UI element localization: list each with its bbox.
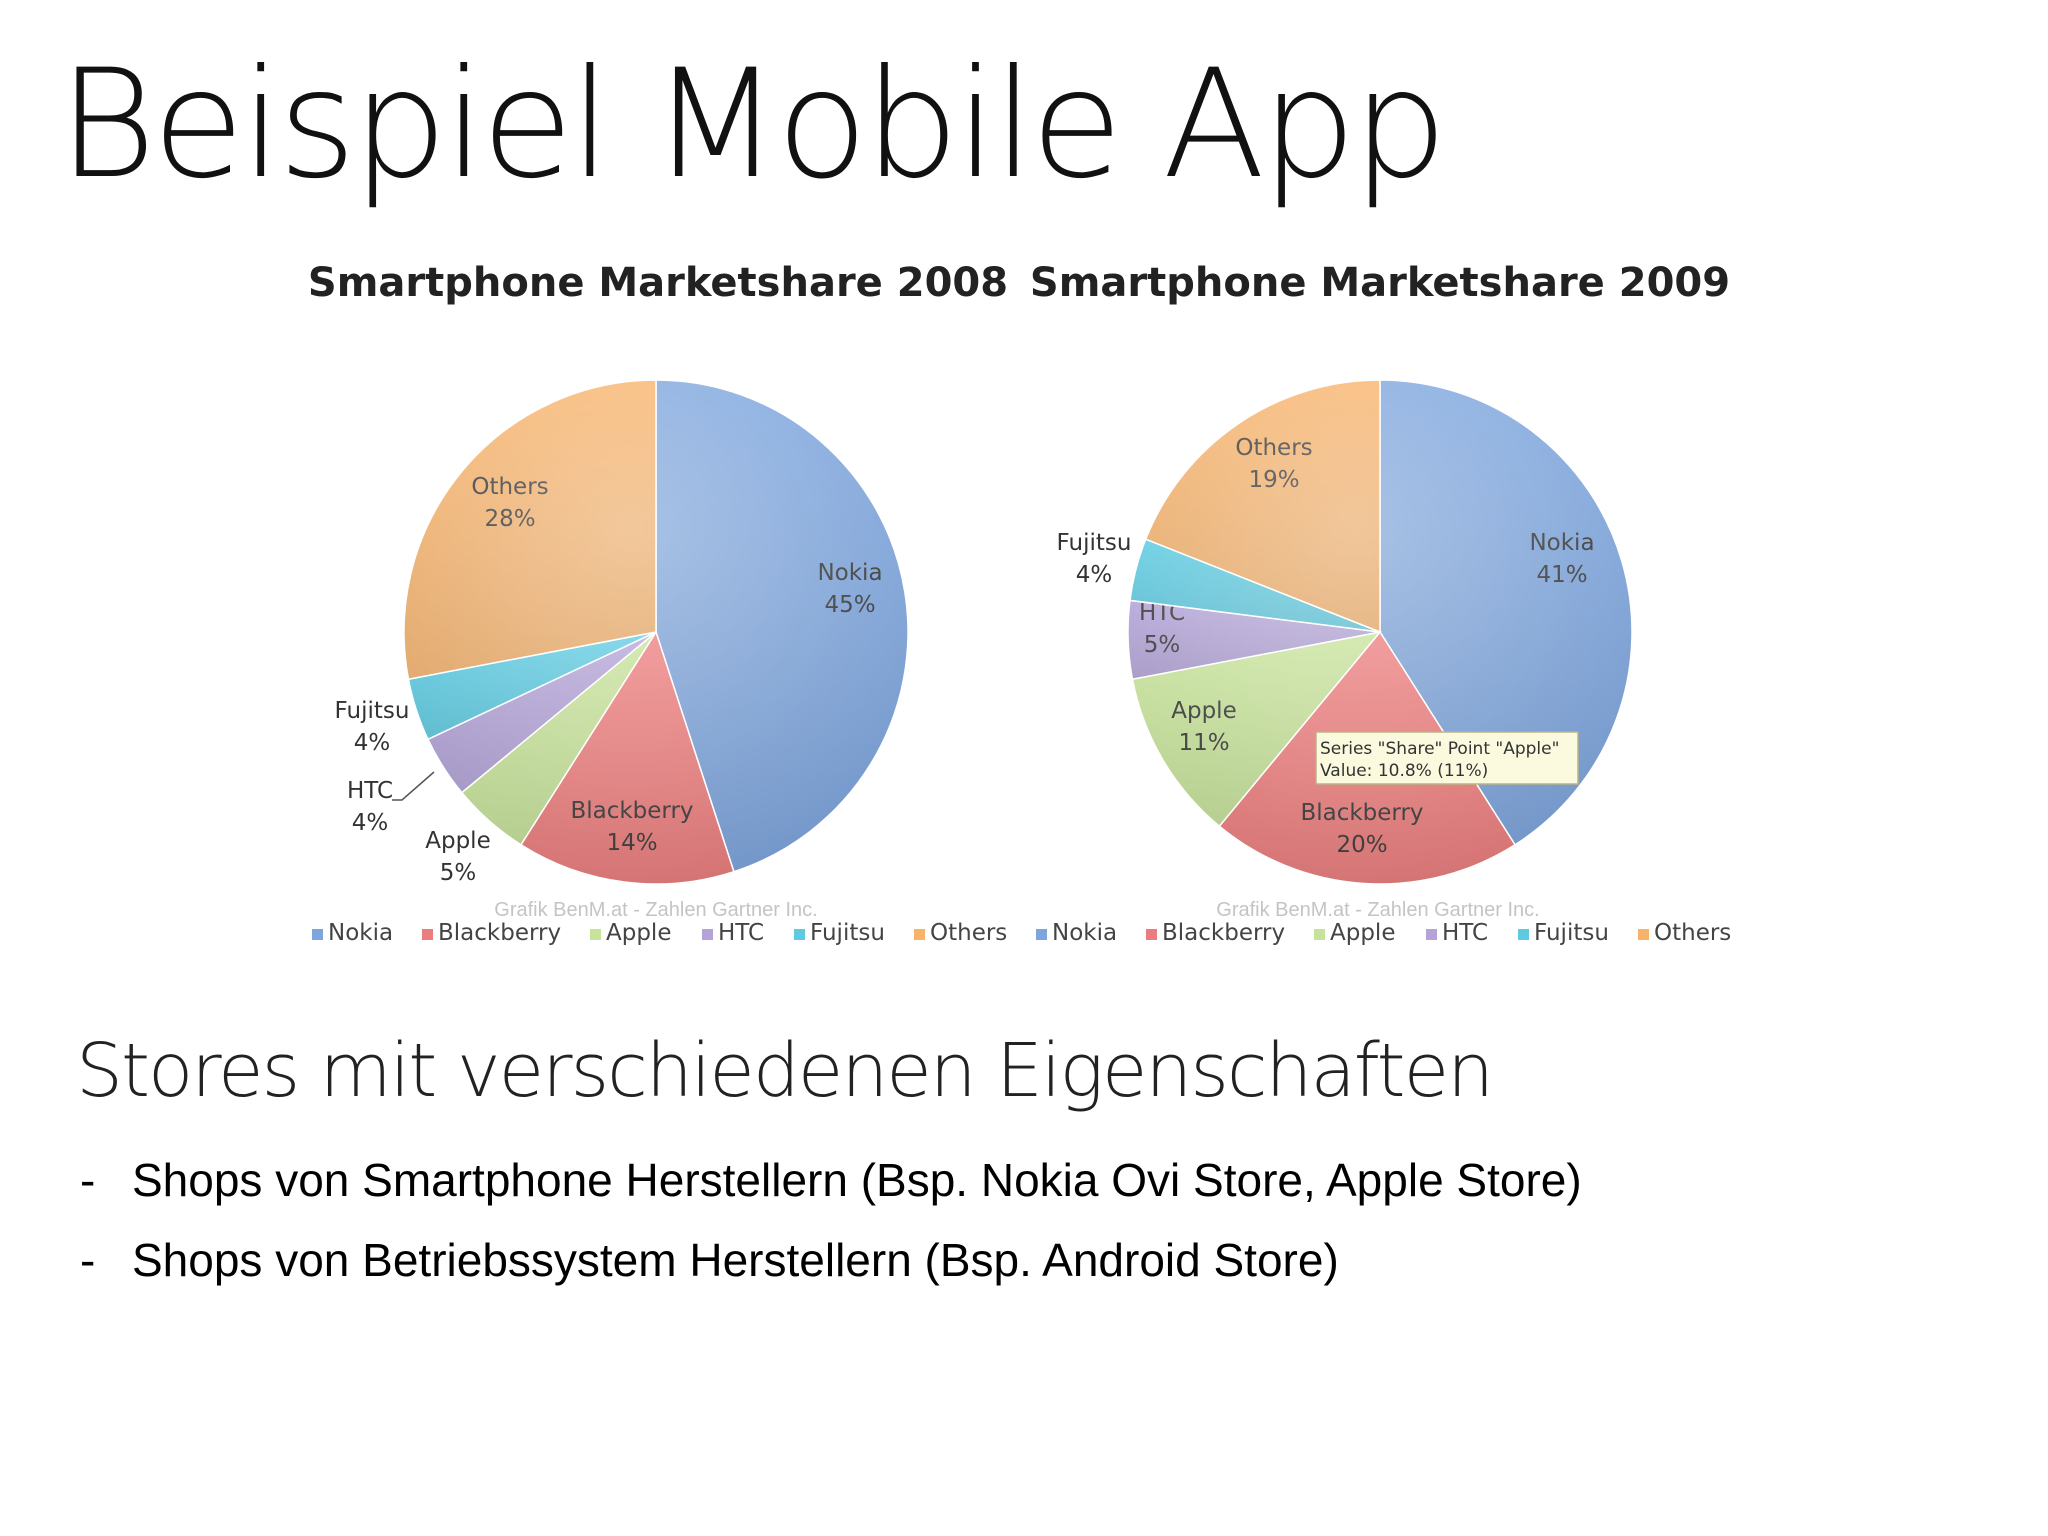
slice-label-fujitsu: Fujitsu — [1057, 530, 1132, 556]
chart-2008-source: Grafik BenM.at - Zahlen Gartner Inc. — [494, 899, 817, 921]
slice-label-others: Others — [1235, 435, 1312, 461]
chart-2009-pie: Nokia41%Blackberry20%Apple11%HTC5%Fujits… — [1057, 379, 1633, 885]
tooltip-line-1: Series "Share" Point "Apple" — [1320, 739, 1559, 759]
tooltip-line-2: Value: 10.8% (11%) — [1320, 761, 1488, 781]
legend-swatch-others — [1638, 929, 1649, 940]
slice-value-others: 28% — [484, 506, 535, 532]
slice-value-blackberry: 20% — [1336, 832, 1387, 858]
subheading: Stores mit verschiedenen Eigenschaften — [76, 1028, 1494, 1114]
slice-label-blackberry: Blackberry — [570, 798, 693, 824]
legend-swatch-blackberry — [1146, 929, 1157, 940]
legend-swatch-apple — [590, 929, 601, 940]
legend-swatch-nokia — [1036, 929, 1047, 940]
charts-area: Smartphone Marketshare 2008 Nokia 45% Blac… — [308, 260, 1731, 946]
bullet-list: - Shops von Smartphone Herstellern (Bsp.… — [80, 1140, 1582, 1300]
slide-title: Beispiel Mobile App — [58, 38, 1448, 212]
legend-label-apple: Apple — [1330, 920, 1395, 946]
chart-2008-legend: Nokia Blackberry Apple HTC Fujitsu Others — [312, 920, 1007, 946]
legend-label-nokia: Nokia — [1052, 920, 1117, 946]
legend-swatch-fujitsu — [794, 929, 805, 940]
slice-label-nokia: Nokia — [817, 560, 882, 586]
chart-2009: Smartphone Marketshare 2009 Nokia 41% Blac… — [1030, 260, 1731, 946]
slice-value-fujitsu: 4% — [1076, 562, 1113, 588]
chart-2008-title: Smartphone Marketshare 2008 — [308, 260, 1008, 306]
legend-swatch-others — [914, 929, 925, 940]
slice-value-fujitsu: 4% — [354, 730, 391, 756]
slice-value-blackberry: 14% — [606, 830, 657, 856]
bullet-item: - Shops von Betriebssystem Herstellern (… — [80, 1220, 1582, 1300]
tooltip-box — [1315, 731, 1579, 785]
legend-label-blackberry: Blackberry — [438, 920, 561, 946]
chart-2009-tooltip: Series "Share" Point "Apple" Value: 10.8… — [1315, 731, 1579, 785]
legend-swatch-htc — [1426, 929, 1437, 940]
chart-2009-legend: Nokia Blackberry Apple HTC Fujitsu Others — [1036, 920, 1731, 946]
legend-label-htc: HTC — [718, 920, 764, 946]
slice-label-nokia: Nokia — [1529, 530, 1594, 556]
slice-value-nokia: 41% — [1536, 562, 1587, 588]
bullet-marker: - — [80, 1234, 96, 1286]
legend-label-fujitsu: Fujitsu — [1534, 920, 1609, 946]
slice-value-apple: 11% — [1178, 730, 1229, 756]
slice-value-others: 19% — [1248, 467, 1299, 493]
slice-label-others: Others — [471, 474, 548, 500]
legend-label-nokia: Nokia — [328, 920, 393, 946]
legend-label-others: Others — [1654, 920, 1731, 946]
legend-label-blackberry: Blackberry — [1162, 920, 1285, 946]
slice-label-htc: HTC — [347, 778, 393, 804]
bullet-marker: - — [80, 1154, 96, 1206]
bullet-item: - Shops von Smartphone Herstellern (Bsp.… — [80, 1140, 1582, 1220]
legend-label-htc: HTC — [1442, 920, 1488, 946]
bullet-text: Shops von Betriebssystem Herstellern (Bs… — [132, 1234, 1339, 1286]
chart-2008-pie: Nokia 45% Blackberry 14% Apple 5% HTC 4% Fujitsu… — [335, 379, 909, 886]
legend-label-apple: Apple — [606, 920, 671, 946]
slice-label-apple: Apple — [425, 828, 490, 854]
bullet-text: Shops von Smartphone Herstellern (Bsp. N… — [132, 1154, 1582, 1206]
legend-swatch-htc — [702, 929, 713, 940]
chart-2009-source: Grafik BenM.at - Zahlen Gartner Inc. — [1216, 899, 1539, 921]
legend-label-fujitsu: Fujitsu — [810, 920, 885, 946]
legend-swatch-apple — [1314, 929, 1325, 940]
legend-label-others: Others — [930, 920, 1007, 946]
legend-swatch-nokia — [312, 929, 323, 940]
slice-value-htc: 5% — [1144, 632, 1181, 658]
leader-line — [392, 771, 435, 801]
slice-label-blackberry: Blackberry — [1300, 800, 1423, 826]
chart-2008: Smartphone Marketshare 2008 Nokia 45% Blac… — [308, 260, 1008, 946]
slice-label-fujitsu: Fujitsu — [335, 698, 410, 724]
legend-swatch-blackberry — [422, 929, 433, 940]
slice-label-apple: Apple — [1171, 698, 1236, 724]
chart-2009-title: Smartphone Marketshare 2009 — [1030, 260, 1730, 306]
slice-value-apple: 5% — [440, 860, 477, 886]
legend-swatch-fujitsu — [1518, 929, 1529, 940]
slice-value-htc: 4% — [352, 810, 389, 836]
slice-value-nokia: 45% — [824, 592, 875, 618]
